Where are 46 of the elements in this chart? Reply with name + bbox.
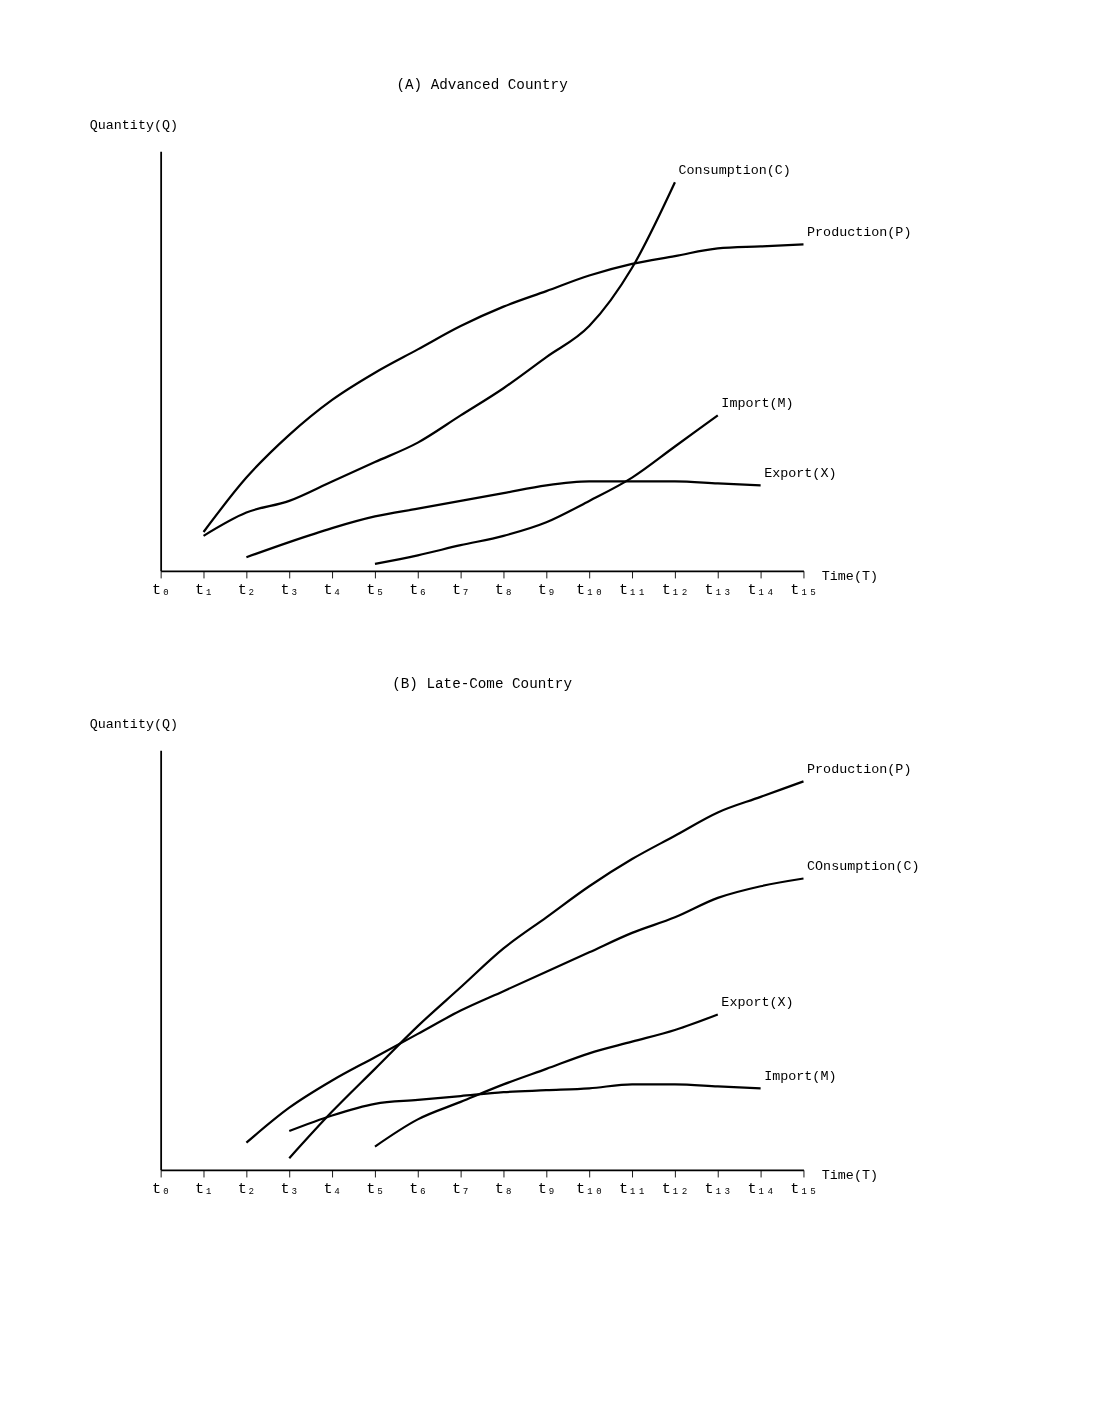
series-label: Export(X) [721, 995, 794, 1011]
x-tick-label: t₉ [537, 1179, 556, 1198]
x-tick-label: t₃ [280, 1179, 299, 1198]
x-tick-label: t₈ [494, 580, 514, 599]
x-tick-label: t₁₂ [661, 1179, 690, 1198]
x-tick-label: t₅ [366, 580, 385, 599]
x-tick-label: t₁ [194, 1179, 214, 1198]
x-axis-title: Time(T) [821, 569, 878, 585]
series-label: COnsumption(C) [807, 859, 920, 875]
x-tick-label: t₁₁ [618, 1179, 647, 1198]
x-tick-label: t₁₂ [661, 580, 690, 599]
series-label: Consumption(C) [678, 163, 791, 179]
x-tick-label: t₁ [194, 580, 214, 599]
x-tick-label: t₉ [537, 580, 556, 599]
x-tick-label: t₈ [494, 1179, 514, 1198]
x-tick-label: t₂ [237, 1179, 256, 1198]
x-tick-label: t₃ [280, 580, 299, 599]
x-tick-label: t₁₄ [747, 580, 775, 599]
x-axis-title: Time(T) [821, 1168, 878, 1184]
series-label: Import(M) [764, 1069, 837, 1085]
series-label: Import(M) [721, 396, 794, 412]
x-tick-label: t₁₀ [576, 1179, 604, 1198]
chart-title: (B) Late-Come Country [392, 675, 573, 692]
y-axis-title: Quantity(Q) [89, 118, 179, 134]
x-tick-label: t₁₃ [704, 1179, 732, 1198]
x-tick-label: t₆ [409, 580, 428, 599]
x-tick-label: t₁₀ [576, 580, 604, 599]
x-tick-label: t₄ [323, 1179, 342, 1198]
x-tick-label: t₁₅ [790, 580, 818, 599]
series-label: Production(P) [807, 225, 912, 241]
x-tick-label: t₇ [452, 580, 471, 599]
x-tick-label: t₀ [152, 1179, 171, 1198]
x-tick-label: t₁₄ [747, 1179, 775, 1198]
x-tick-label: t₂ [237, 580, 256, 599]
x-tick-label: t₁₃ [704, 580, 732, 599]
chart-title: (A) Advanced Country [396, 76, 569, 93]
series-label: Production(P) [807, 762, 912, 778]
x-tick-label: t₄ [323, 580, 342, 599]
y-axis-title: Quantity(Q) [89, 717, 179, 733]
x-tick-label: t₇ [452, 1179, 471, 1198]
x-tick-label: t₁₁ [618, 580, 647, 599]
x-tick-label: t₅ [366, 1179, 385, 1198]
x-tick-label: t₀ [152, 580, 171, 599]
x-tick-label: t₆ [409, 1179, 428, 1198]
series-label: Export(X) [764, 466, 837, 482]
x-tick-label: t₁₅ [790, 1179, 818, 1198]
